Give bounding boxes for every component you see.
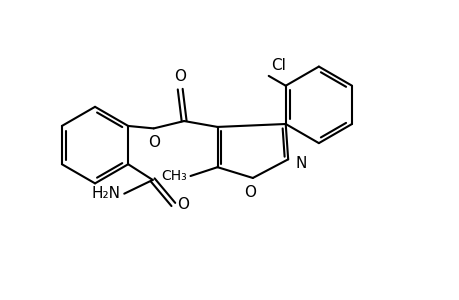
Text: O: O bbox=[147, 135, 159, 150]
Text: Cl: Cl bbox=[271, 58, 285, 74]
Text: N: N bbox=[294, 156, 306, 171]
Text: O: O bbox=[174, 69, 186, 84]
Text: CH₃: CH₃ bbox=[161, 169, 187, 183]
Text: H₂N: H₂N bbox=[91, 186, 120, 201]
Text: O: O bbox=[177, 197, 189, 212]
Text: O: O bbox=[244, 185, 256, 200]
